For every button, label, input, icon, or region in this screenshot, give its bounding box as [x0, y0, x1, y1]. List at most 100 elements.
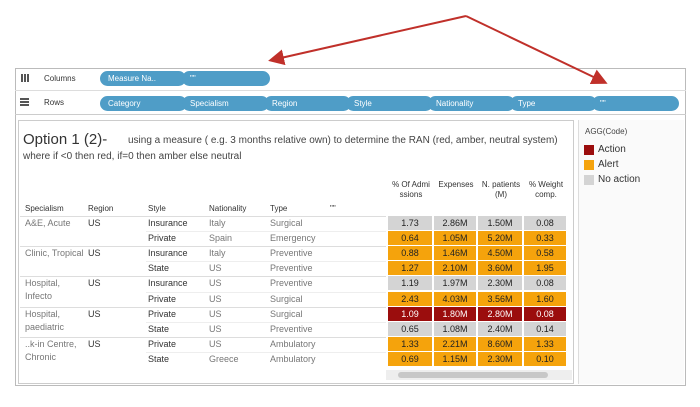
value-cell: 0.58	[524, 246, 568, 262]
value-cell: 0.64	[388, 231, 434, 247]
shelf-label: Columns	[44, 74, 76, 83]
type: Ambulatory	[270, 338, 316, 349]
value-cell: 1.33	[524, 336, 568, 352]
view-title: Option 1 (2)-	[23, 131, 108, 148]
type: Surgical	[270, 293, 303, 304]
type: Ambulatory	[270, 353, 316, 364]
view-panel	[18, 120, 574, 384]
nationality: US	[209, 338, 222, 349]
column-header: N. patients (M)	[481, 180, 521, 199]
specialism: ..k-in Centre, Chronic	[25, 338, 77, 362]
pill[interactable]: Specialism	[182, 96, 269, 111]
style: Private	[148, 233, 177, 244]
view-note: where if <0 then red, if=0 then amber el…	[23, 151, 242, 162]
value-cell: 0.08	[524, 276, 568, 292]
value-cell: 2.80M	[478, 306, 524, 322]
pill[interactable]: ""	[182, 71, 270, 86]
value-cell: 1.97M	[434, 276, 478, 292]
style: Private	[148, 338, 177, 349]
nationality: US	[209, 263, 222, 274]
value-cell: 2.10M	[434, 261, 478, 277]
value-cell: 1.08M	[434, 321, 478, 337]
region: US	[88, 248, 101, 259]
style: State	[148, 353, 170, 364]
value-cell: 8.60M	[478, 336, 524, 352]
region: US	[88, 278, 101, 289]
pill[interactable]: Style	[346, 96, 433, 111]
column-header: Nationality	[209, 204, 247, 213]
pill[interactable]: ""	[592, 96, 679, 111]
row-divider	[146, 321, 386, 323]
legend-swatch	[584, 175, 594, 185]
style: State	[148, 263, 170, 274]
value-cell: 2.21M	[434, 336, 478, 352]
column-header: Region	[88, 204, 114, 213]
pill[interactable]: Region	[264, 96, 351, 111]
pill[interactable]: Nationality	[428, 96, 515, 111]
legend-title: AGG(Code)	[585, 127, 628, 136]
legend-label[interactable]: Action	[598, 144, 626, 155]
nationality: Italy	[209, 248, 226, 259]
value-cell: 2.30M	[478, 351, 524, 367]
specialism: A&E, Acute	[25, 218, 71, 228]
row-divider	[146, 291, 386, 293]
scrollbar-thumb[interactable]	[398, 372, 548, 378]
pill[interactable]: Measure Na..	[100, 71, 186, 86]
group-divider	[20, 276, 386, 278]
shelf-divider	[15, 90, 686, 91]
pill[interactable]: Type	[510, 96, 597, 111]
value-cell: 4.03M	[434, 291, 478, 307]
value-cell: 3.56M	[478, 291, 524, 307]
nationality: Italy	[209, 218, 226, 228]
column-header: % Weight comp.	[528, 180, 564, 199]
column-header: Style	[148, 204, 166, 213]
value-cell: 1.60	[524, 291, 568, 307]
legend-panel	[578, 120, 684, 384]
value-cell: 1.50M	[478, 216, 524, 232]
value-cell: 1.95	[524, 261, 568, 277]
arrow	[268, 15, 467, 66]
region: US	[88, 218, 101, 228]
value-cell: 0.88	[388, 246, 434, 262]
style: Private	[148, 293, 177, 304]
nationality: US	[209, 278, 222, 289]
specialism: Clinic, Tropical	[25, 248, 84, 259]
group-divider	[20, 246, 386, 248]
value-cell: 2.30M	[478, 276, 524, 292]
nationality: US	[209, 308, 222, 319]
row-divider	[146, 351, 386, 353]
column-header: ""	[330, 204, 336, 213]
nationality: Greece	[209, 353, 239, 364]
row-divider	[146, 261, 386, 263]
value-cell: 1.80M	[434, 306, 478, 322]
group-divider	[20, 336, 386, 338]
style: State	[148, 323, 170, 334]
value-cell: 2.40M	[478, 321, 524, 337]
type: Surgical	[270, 218, 303, 228]
style: Insurance	[148, 248, 188, 259]
group-divider	[20, 306, 386, 308]
style: Insurance	[148, 218, 188, 228]
value-cell: 1.33	[388, 336, 434, 352]
column-header: Specialism	[25, 204, 64, 213]
legend-label[interactable]: No action	[598, 174, 641, 185]
value-cell: 0.65	[388, 321, 434, 337]
value-cell: 0.33	[524, 231, 568, 247]
row-divider	[146, 231, 386, 233]
value-cell: 0.69	[388, 351, 434, 367]
nationality: US	[209, 293, 222, 304]
value-cell: 4.50M	[478, 246, 524, 262]
legend-label[interactable]: Alert	[598, 159, 619, 170]
type: Emergency	[270, 233, 316, 244]
legend-swatch	[584, 145, 594, 155]
shelf-label: Rows	[44, 98, 65, 107]
specialism: Hospital, paediatric	[25, 308, 65, 332]
pill[interactable]: Category	[100, 96, 187, 111]
specialism: Hospital, Infecto	[25, 278, 61, 302]
legend-swatch	[584, 160, 594, 170]
type: Preventive	[270, 278, 313, 289]
column-header: Expenses	[438, 180, 474, 189]
value-cell: 2.43	[388, 291, 434, 307]
value-cell: 2.86M	[434, 216, 478, 232]
